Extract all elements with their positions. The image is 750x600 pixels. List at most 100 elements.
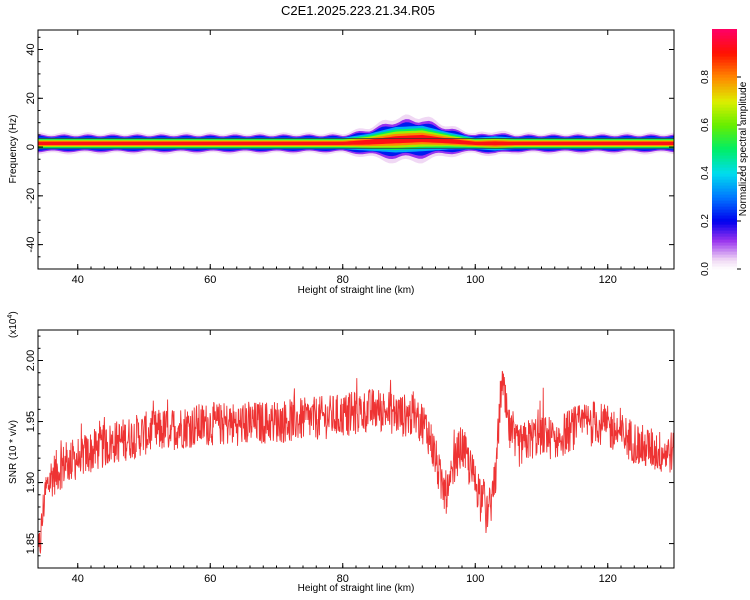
colorbar-band [712, 167, 737, 171]
colorbar-band [712, 83, 737, 87]
snr-y-tick-label: 1.95 [25, 411, 37, 432]
colorbar-band [712, 122, 737, 126]
colorbar-tick-label: 0.4 [700, 166, 711, 180]
colorbar-band [712, 74, 737, 78]
snr-axes: 40 60 80 100 120 1.85 1.90 1.95 2.00 [25, 330, 675, 585]
colorbar-band [712, 47, 737, 51]
colorbar-band [712, 149, 737, 153]
colorbar-band [712, 224, 737, 228]
colorbar-band [712, 107, 737, 111]
colorbar-band [712, 212, 737, 216]
colorbar-band [712, 158, 737, 162]
spectrogram-y-axis-label: Frequency (Hz) [8, 115, 19, 184]
colorbar-band [712, 131, 737, 135]
colorbar-band [712, 197, 737, 201]
colorbar-band [712, 41, 737, 45]
colorbar-tick-label: 0.2 [700, 214, 711, 228]
colorbar-tick-label: 0.8 [700, 70, 711, 84]
colorbar-band [712, 110, 737, 114]
colorbar-band [712, 221, 737, 225]
snr-x-tick-label: 120 [599, 573, 617, 585]
colorbar-band [712, 32, 737, 36]
colorbar-band [712, 101, 737, 105]
colorbar-band [712, 218, 737, 222]
colorbar-band [712, 143, 737, 147]
colorbar-band [712, 251, 737, 255]
colorbar-band [712, 125, 737, 129]
colorbar-band [712, 53, 737, 57]
colorbar-band [712, 38, 737, 42]
colorbar-band [712, 209, 737, 213]
colorbar-band [712, 203, 737, 207]
spectrogram-x-tick-label: 100 [466, 274, 484, 286]
colorbar-band [712, 155, 737, 159]
colorbar-band [712, 98, 737, 102]
colorbar-gradient [712, 29, 737, 270]
colorbar-band [712, 95, 737, 99]
colorbar-band [712, 152, 737, 156]
colorbar-band [712, 179, 737, 183]
colorbar-band [712, 113, 737, 117]
colorbar-tick-label: 0.0 [700, 262, 711, 276]
colorbar-band [712, 176, 737, 180]
colorbar-band [712, 128, 737, 132]
spectrogram-axes: 40 60 80 100 120 40 20 0 -20 -40 [25, 30, 675, 286]
spectrogram-x-tick-label: 80 [337, 274, 349, 286]
spectrogram-y-tick-label: 0 [25, 144, 37, 150]
colorbar-band [712, 119, 737, 123]
colorbar-band [712, 140, 737, 144]
colorbar-band [712, 146, 737, 150]
colorbar-band [712, 77, 737, 81]
spectrogram-y-tick-label: 40 [25, 43, 37, 55]
snr-panel: 40 60 80 100 120 1.85 1.90 1.95 2.00 Height of s… [7, 311, 675, 594]
spectrogram-contour-7 [38, 134, 674, 146]
colorbar-band [712, 137, 737, 141]
colorbar-band [712, 92, 737, 96]
colorbar-band [712, 68, 737, 72]
colorbar-band [712, 50, 737, 54]
colorbar-band [712, 257, 737, 261]
colorbar-band [712, 80, 737, 84]
spectrogram-y-tick-label: -20 [25, 188, 37, 204]
snr-y-tick-label: 2.00 [25, 350, 37, 371]
colorbar-label: Normalized spectral amplitude [738, 81, 749, 216]
colorbar-band [712, 161, 737, 165]
colorbar-band [712, 248, 737, 252]
snr-y-multiplier-close: ) [8, 311, 19, 314]
spectrogram-x-tick-label: 120 [599, 274, 617, 286]
colorbar-tick-label: 0.6 [700, 118, 711, 132]
colorbar-band [712, 29, 737, 33]
spectrogram-x-tick-label: 60 [204, 274, 216, 286]
snr-y-multiplier: (x104) [7, 311, 19, 338]
snr-y-tick-label: 1.85 [25, 533, 37, 554]
colorbar-band [712, 266, 737, 270]
colorbar-band [712, 182, 737, 186]
colorbar-band [712, 188, 737, 192]
snr-y-axis-label: SNR (10 * v/v) [8, 420, 19, 484]
colorbar-band [712, 44, 737, 48]
snr-y-multiplier-exp: 4 [7, 315, 14, 319]
chart-title: C2E1.2025.223.21.34.R05 [281, 3, 435, 18]
snr-x-tick-label: 80 [337, 573, 349, 585]
colorbar-axes: 0.0 0.2 0.4 0.6 0.8 [700, 70, 741, 276]
colorbar-band [712, 86, 737, 90]
colorbar-band [712, 230, 737, 234]
colorbar-band [712, 89, 737, 93]
spectrogram-heatmap [38, 114, 674, 164]
colorbar-band [712, 200, 737, 204]
colorbar-band [712, 191, 737, 195]
colorbar-band [712, 35, 737, 39]
spectrogram-y-tick-label: -40 [25, 237, 37, 253]
snr-x-tick-label: 100 [466, 573, 484, 585]
colorbar-band [712, 116, 737, 120]
colorbar-band [712, 194, 737, 198]
colorbar-band [712, 164, 737, 168]
colorbar-band [712, 227, 737, 231]
colorbar-band [712, 59, 737, 63]
colorbar-band [712, 56, 737, 60]
colorbar-band [712, 233, 737, 237]
colorbar-band [712, 236, 737, 240]
snr-x-axis-label: Height of straight line (km) [298, 583, 415, 594]
colorbar-band [712, 173, 737, 177]
spectrogram-panel: 40 60 80 100 120 40 20 0 -20 -40 Height of straig… [8, 29, 675, 296]
